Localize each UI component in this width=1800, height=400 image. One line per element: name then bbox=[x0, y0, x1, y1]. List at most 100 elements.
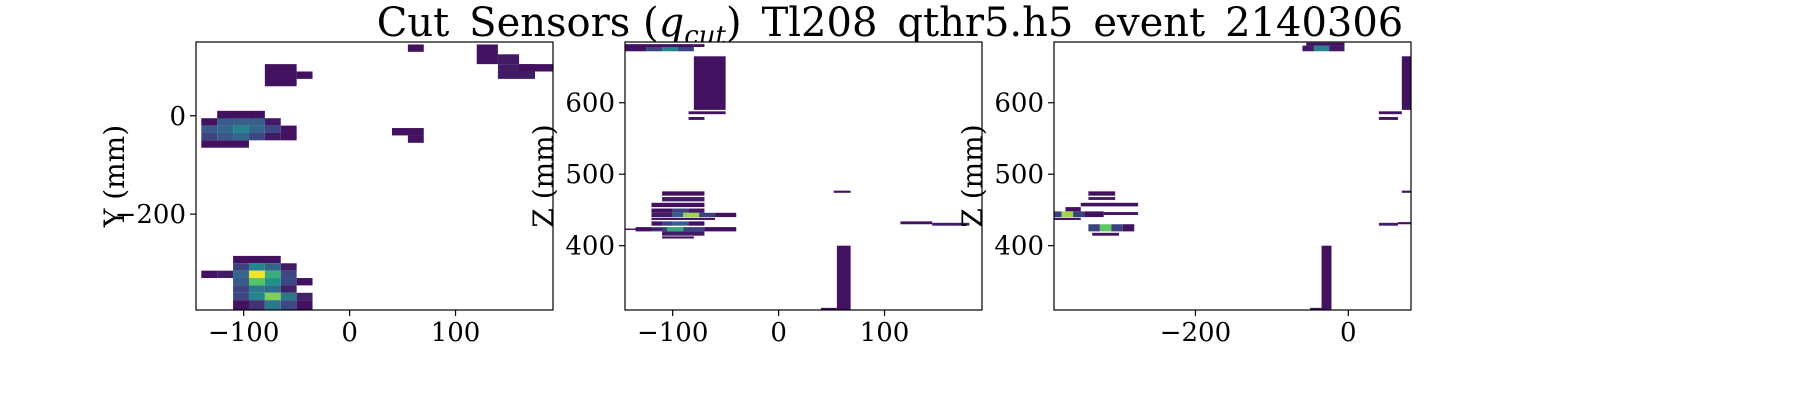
heatmap-cell bbox=[662, 236, 694, 239]
x-tick-label: 100 bbox=[431, 318, 481, 348]
heatmap-cell bbox=[248, 270, 265, 279]
heatmap-cell bbox=[264, 278, 281, 286]
heatmap-cell bbox=[497, 54, 520, 65]
heatmap-cell bbox=[1080, 202, 1139, 207]
y-tick-label: 500 bbox=[565, 160, 615, 190]
heatmap-cell bbox=[625, 228, 663, 230]
heatmap-cell bbox=[1073, 211, 1085, 218]
heatmap-cell bbox=[476, 44, 498, 65]
y-tick-label: 0 bbox=[169, 102, 186, 132]
heatmap-cell bbox=[1313, 45, 1330, 52]
heatmap-cell bbox=[688, 117, 705, 120]
heatmap-cell bbox=[704, 227, 737, 232]
heatmap-cell bbox=[1378, 222, 1399, 226]
heatmap-cell bbox=[248, 300, 265, 310]
y-tick-label: 600 bbox=[994, 89, 1044, 119]
heatmap-cell bbox=[201, 140, 249, 148]
heatmap-cell bbox=[651, 217, 716, 220]
heatmap-cell bbox=[296, 300, 313, 310]
y-tick-label: 400 bbox=[565, 232, 615, 262]
heatmap-cells bbox=[1054, 42, 1411, 310]
heatmap-cell bbox=[233, 132, 249, 141]
heatmap-cell bbox=[233, 300, 249, 310]
heatmap-cell bbox=[391, 128, 424, 136]
heatmap-cell bbox=[1065, 207, 1081, 212]
heatmap-cell bbox=[217, 118, 234, 126]
heatmap-cell bbox=[688, 111, 726, 115]
heatmap-cell bbox=[248, 125, 265, 133]
heatmap-cell bbox=[688, 208, 705, 213]
heatmap-cell bbox=[820, 307, 837, 310]
heatmap-cell bbox=[264, 132, 281, 141]
heatmap-cell bbox=[280, 285, 297, 293]
heatmap-cell bbox=[1378, 111, 1402, 115]
heatmap-cell bbox=[1099, 224, 1112, 232]
heatmap-cell bbox=[672, 212, 684, 218]
axes-frame bbox=[195, 41, 554, 311]
heatmap-cell bbox=[280, 125, 297, 133]
x-tick-label: 0 bbox=[341, 318, 358, 348]
heatmap-cell bbox=[651, 208, 673, 213]
heatmap-cell bbox=[900, 221, 933, 225]
heatmap-cell bbox=[217, 270, 234, 279]
heatmap-cell bbox=[280, 278, 297, 286]
heatmap-cell bbox=[217, 125, 234, 133]
heatmap-cell bbox=[201, 118, 218, 126]
heatmap-cell bbox=[280, 292, 297, 301]
heatmap-cell bbox=[693, 44, 705, 48]
heatmap-cell bbox=[699, 212, 716, 218]
heatmap-cell bbox=[1088, 224, 1100, 232]
heatmap-cell bbox=[280, 270, 297, 279]
x-tick-label: 0 bbox=[1340, 318, 1357, 348]
heatmap-cell bbox=[264, 285, 281, 293]
heatmap-cell bbox=[519, 64, 553, 72]
heatmap-cell bbox=[662, 47, 678, 52]
axes-frame bbox=[624, 41, 983, 311]
heatmap-cell bbox=[677, 47, 694, 52]
heatmap-cell bbox=[407, 135, 424, 143]
axes-frame bbox=[1053, 41, 1412, 311]
heatmap-cell bbox=[201, 270, 218, 279]
heatmap-cell bbox=[693, 56, 726, 110]
heatmap-cell bbox=[932, 222, 970, 226]
heatmap-cell bbox=[1103, 212, 1139, 215]
heatmap-cell bbox=[1310, 307, 1322, 310]
heatmap-cell bbox=[836, 245, 851, 310]
heatmap-cell bbox=[233, 125, 249, 133]
heatmap-cell bbox=[201, 125, 218, 133]
heatmap-cell bbox=[1329, 45, 1345, 52]
heatmap-cell bbox=[264, 64, 297, 87]
heatmap-cell bbox=[646, 47, 663, 52]
heatmap-cell bbox=[233, 285, 249, 293]
heatmap-cell bbox=[683, 212, 700, 218]
heatmap-cell bbox=[1054, 211, 1062, 218]
heatmap-cell bbox=[688, 221, 705, 226]
heatmap-cell bbox=[233, 278, 249, 286]
heatmap-cell bbox=[248, 263, 265, 271]
x-tick-label: −100 bbox=[637, 318, 708, 348]
heatmap-cell bbox=[625, 47, 647, 52]
heatmap-cell bbox=[672, 208, 689, 213]
heatmap-cell bbox=[1084, 211, 1104, 218]
x-tick-label: −100 bbox=[208, 318, 279, 348]
heatmap-cell bbox=[248, 292, 265, 301]
figure-title: Cut_Sensors (qcut)_Tl208_qthr5.h5_event_… bbox=[377, 0, 1404, 51]
heatmap-cell bbox=[233, 118, 249, 126]
heatmap-cell bbox=[662, 231, 705, 236]
heatmap-cell bbox=[1088, 191, 1116, 196]
heatmap-cell bbox=[264, 270, 281, 279]
heatmap-cell bbox=[1306, 42, 1345, 46]
y-tick-label: −200 bbox=[115, 200, 186, 230]
heatmap-cell bbox=[280, 132, 297, 141]
heatmap-cell bbox=[1092, 232, 1119, 236]
heatmap-cell bbox=[248, 278, 265, 286]
heatmap-cell bbox=[280, 263, 297, 271]
heatmap-cell bbox=[1054, 217, 1081, 220]
y-tick-label: 500 bbox=[994, 160, 1044, 190]
heatmap-cell bbox=[233, 292, 249, 301]
heatmap-cell bbox=[1398, 222, 1411, 225]
heatmap-cell bbox=[264, 292, 281, 301]
